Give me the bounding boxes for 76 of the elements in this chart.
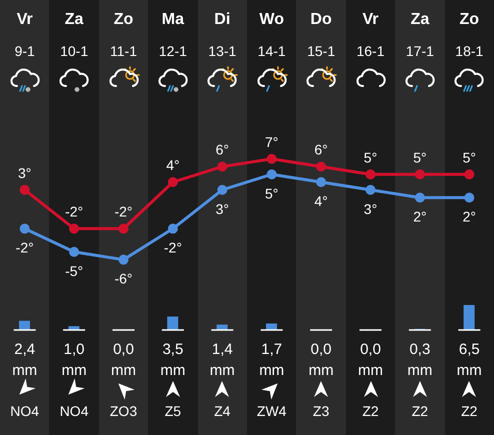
data-label: 0,0 mm	[111, 341, 136, 379]
x-tick-label: Vr 16-1	[356, 11, 385, 59]
bar	[216, 324, 228, 330]
x-tick-label: Wo 14-1	[258, 11, 286, 59]
x-tick-label: Ma 12-1	[158, 11, 188, 59]
bar	[68, 326, 80, 330]
point	[266, 154, 277, 164]
data-label: 3°	[364, 200, 378, 217]
point	[168, 177, 178, 188]
x-tick-label: Do 15-1	[307, 11, 336, 59]
data-label: -6°	[114, 270, 133, 287]
point	[118, 224, 128, 234]
text: Z2	[460, 403, 478, 419]
text: Z4	[213, 403, 232, 419]
data-label: 5°	[364, 149, 378, 166]
point	[464, 192, 474, 203]
data-label: 0,0 mm	[308, 341, 334, 379]
point	[20, 184, 30, 195]
data-label: 0,3 mm	[407, 341, 432, 379]
point	[118, 254, 128, 265]
data-label: 7°	[265, 134, 278, 150]
data-label: -2°	[164, 240, 182, 256]
text: Z5	[164, 403, 182, 419]
point	[366, 184, 376, 195]
x-tick-label: Zo 18-1	[455, 11, 484, 59]
point	[414, 169, 425, 180]
data-label: -5°	[65, 262, 84, 279]
bar	[266, 323, 277, 330]
text: NO4	[9, 403, 40, 419]
data-label: 3°	[18, 164, 32, 181]
data-label: 3,5 mm	[160, 341, 186, 379]
data-label: 1,7 mm	[259, 341, 284, 379]
point	[316, 162, 326, 172]
text: Z2	[410, 403, 430, 419]
text: Z3	[312, 403, 330, 419]
point	[20, 224, 30, 234]
data-label: 3°	[216, 200, 229, 217]
point	[366, 169, 376, 180]
data-label: -2°	[16, 240, 34, 256]
data-label: 2°	[462, 208, 476, 225]
point	[464, 169, 474, 180]
point	[217, 162, 228, 172]
data-label: 4°	[166, 157, 180, 174]
x-tick-label: Zo 11-1	[110, 11, 138, 59]
data-label: 6°	[216, 142, 229, 158]
bar	[464, 305, 475, 330]
x-tick-label: Za 17-1	[406, 11, 434, 59]
point	[168, 224, 178, 234]
x-tick-label: Vr 9-1	[14, 11, 36, 59]
data-label: 6°	[314, 142, 328, 158]
bar	[167, 316, 178, 330]
text: ZO3	[108, 403, 138, 419]
data-label: 5°	[265, 185, 278, 202]
text: ZW4	[256, 403, 288, 419]
data-label: 5°	[413, 149, 427, 166]
data-label: 4°	[314, 193, 328, 210]
point	[69, 224, 80, 234]
point	[217, 184, 228, 195]
data-label: 1,0 mm	[62, 341, 87, 379]
point	[69, 246, 80, 257]
point	[414, 192, 425, 203]
text: NO4	[58, 403, 90, 419]
x-tick-label: Di 13-1	[208, 11, 237, 59]
point	[316, 177, 326, 188]
data-label: 2°	[413, 208, 427, 225]
data-label: 2,4 mm	[12, 341, 38, 379]
data-label: -2°	[65, 204, 84, 220]
data-label: 0,0 mm	[358, 341, 383, 379]
text: Z2	[361, 403, 380, 419]
data-label: 5°	[462, 149, 476, 166]
bar	[19, 320, 30, 330]
x-tick-label: Za 10-1	[60, 11, 88, 59]
data-label: 6,5 mm	[456, 341, 482, 379]
data-label: 1,4 mm	[210, 341, 235, 379]
point	[266, 169, 277, 180]
data-label: -2°	[114, 204, 133, 220]
